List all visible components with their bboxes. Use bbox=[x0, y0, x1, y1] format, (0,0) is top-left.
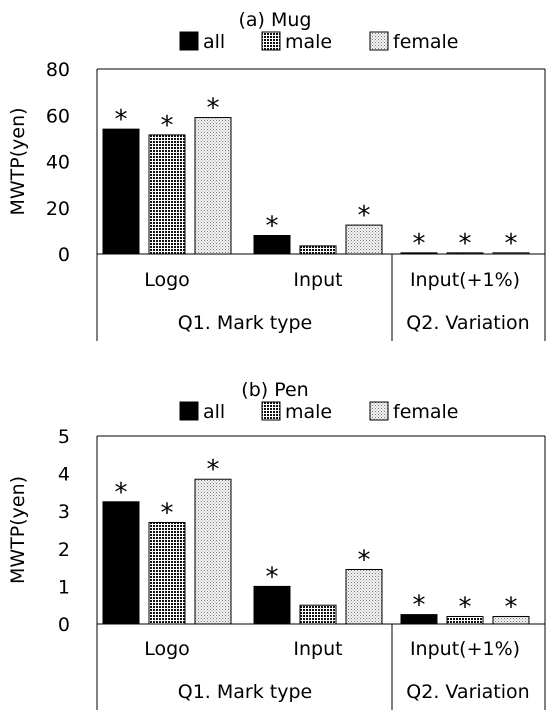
legend-label: all bbox=[203, 401, 225, 423]
x-tick-label: Input(+1%) bbox=[410, 638, 520, 660]
x-group-label: Q2. Variation bbox=[406, 312, 529, 334]
y-tick-label: 3 bbox=[58, 501, 70, 523]
bar bbox=[400, 252, 438, 255]
y-axis-label: MWTP(yen) bbox=[7, 476, 29, 584]
chart-panel: (a) Mug all male female 0 20 40 60 80 MWTP(yen) * *… bbox=[7, 9, 546, 341]
bar bbox=[345, 224, 383, 255]
legend-swatch bbox=[179, 31, 199, 51]
significance-marker: * bbox=[413, 591, 426, 621]
x-tick-label: Logo bbox=[144, 638, 190, 660]
y-axis-label: MWTP(yen) bbox=[7, 107, 29, 215]
y-tick-label: 40 bbox=[46, 152, 70, 174]
significance-marker: * bbox=[358, 201, 371, 231]
significance-marker: * bbox=[459, 229, 472, 259]
y-tick-label: 2 bbox=[58, 539, 70, 561]
y-tick-label: 1 bbox=[58, 576, 70, 598]
y-tick-label: 80 bbox=[46, 59, 70, 81]
bar bbox=[102, 128, 140, 255]
bar bbox=[194, 478, 232, 625]
legend-swatch bbox=[369, 31, 389, 51]
legend-label: female bbox=[393, 401, 459, 423]
y-tick-label: 5 bbox=[58, 426, 70, 448]
bar bbox=[299, 245, 337, 255]
significance-marker: * bbox=[161, 498, 174, 528]
x-group-label: Q2. Variation bbox=[406, 681, 529, 703]
significance-marker: * bbox=[115, 478, 128, 508]
significance-marker: * bbox=[266, 562, 279, 592]
legend-label: male bbox=[285, 31, 332, 53]
bar bbox=[253, 235, 291, 255]
x-tick-label: Input(+1%) bbox=[410, 269, 520, 291]
legend-swatch bbox=[179, 401, 199, 421]
y-tick-label: 4 bbox=[58, 464, 70, 486]
bar bbox=[102, 501, 140, 625]
significance-marker: * bbox=[459, 592, 472, 622]
x-tick-label: Input bbox=[293, 638, 342, 660]
significance-marker: * bbox=[505, 592, 518, 622]
bar bbox=[253, 585, 291, 625]
y-tick-label: 60 bbox=[46, 105, 70, 127]
bar bbox=[299, 604, 337, 625]
significance-marker: * bbox=[161, 111, 174, 141]
x-group-label: Q1. Mark type bbox=[178, 681, 312, 703]
bar bbox=[148, 134, 186, 255]
bar bbox=[492, 252, 530, 255]
significance-marker: * bbox=[358, 545, 371, 575]
bar bbox=[492, 615, 530, 625]
bar bbox=[194, 117, 232, 255]
chart-title: (b) Pen bbox=[241, 379, 308, 401]
significance-marker: * bbox=[207, 455, 220, 485]
bar bbox=[400, 614, 438, 625]
x-tick-label: Input bbox=[293, 269, 342, 291]
y-tick-label: 20 bbox=[46, 198, 70, 220]
legend-label: male bbox=[285, 401, 332, 423]
chart-title: (a) Mug bbox=[238, 9, 311, 31]
legend-swatch bbox=[261, 31, 281, 51]
legend-label: all bbox=[203, 31, 225, 53]
x-group-label: Q1. Mark type bbox=[178, 312, 312, 334]
significance-marker: * bbox=[413, 229, 426, 259]
legend-swatch bbox=[261, 401, 281, 421]
bar bbox=[446, 615, 484, 625]
significance-marker: * bbox=[115, 105, 128, 135]
y-tick-label: 0 bbox=[58, 614, 70, 636]
significance-marker: * bbox=[207, 94, 220, 124]
x-tick-label: Logo bbox=[144, 269, 190, 291]
bar bbox=[148, 521, 186, 625]
legend-label: female bbox=[393, 31, 459, 53]
bar bbox=[345, 568, 383, 625]
significance-marker: * bbox=[266, 212, 279, 242]
significance-marker: * bbox=[505, 229, 518, 259]
bar bbox=[446, 252, 484, 255]
legend-swatch bbox=[369, 401, 389, 421]
chart-panel: (b) Pen all male female 0 1 2 3 4 5 MWTP(yen) * * * Lo… bbox=[7, 379, 546, 710]
y-tick-label: 0 bbox=[58, 244, 70, 266]
